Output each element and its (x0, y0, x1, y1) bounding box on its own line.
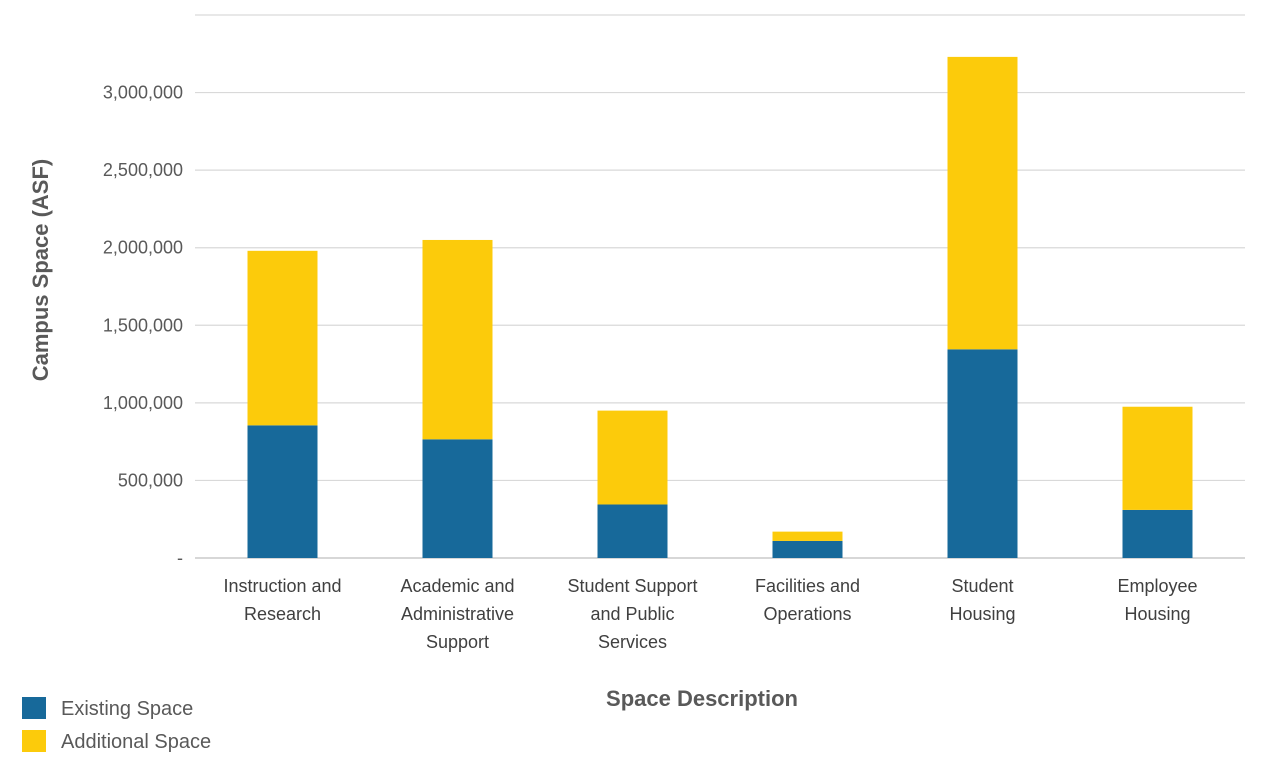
x-axis-title: Space Description (606, 686, 798, 711)
y-tick-label: 2,000,000 (103, 238, 183, 258)
bar-existing-space (772, 540, 843, 558)
y-tick-label: - (177, 548, 183, 568)
legend-label: Existing Space (61, 698, 193, 720)
bar-additional-space (947, 56, 1018, 350)
bar-additional-space (247, 250, 318, 426)
bar-existing-space (1122, 509, 1193, 558)
x-category-label: Housing (949, 604, 1015, 624)
legend: Existing Space Additional Space (22, 697, 211, 753)
x-category-label: Support (426, 632, 489, 652)
x-category-label: Academic and (400, 576, 514, 596)
y-tick-label: 2,500,000 (103, 160, 183, 180)
bar-existing-space (247, 425, 318, 558)
x-category-label: Facilities and (755, 576, 860, 596)
bar-additional-space (772, 531, 843, 541)
x-category-label: and Public (590, 604, 674, 624)
x-category-label: Instruction and (223, 576, 341, 596)
x-category-label: Services (598, 632, 667, 652)
y-axis-title: Campus Space (ASF) (28, 159, 53, 382)
y-tick-label: 500,000 (118, 470, 183, 490)
x-category-label: Student Support (567, 576, 697, 596)
x-axis-categories: Instruction and Research Academic and Admin… (223, 576, 1197, 652)
x-category-label: Student (951, 576, 1013, 596)
bar-additional-space (422, 239, 493, 440)
bar-existing-space (947, 349, 1018, 558)
y-tick-label: 1,000,000 (103, 393, 183, 413)
y-axis-ticks: - 500,000 1,000,000 1,500,000 2,000,000 2,500… (103, 83, 183, 568)
bar-existing-space (597, 504, 668, 558)
x-category-label: Research (244, 604, 321, 624)
legend-label: Additional Space (61, 731, 211, 753)
x-category-label: Housing (1124, 604, 1190, 624)
bar-existing-space (422, 439, 493, 558)
bar-additional-space (1122, 406, 1193, 510)
gridlines (195, 14, 1245, 559)
y-tick-label: 1,500,000 (103, 315, 183, 335)
x-category-label: Employee (1117, 576, 1197, 596)
x-category-label: Operations (763, 604, 851, 624)
legend-swatch (22, 697, 46, 719)
x-category-label: Administrative (401, 604, 514, 624)
y-tick-label: 3,000,000 (103, 83, 183, 103)
legend-swatch (22, 730, 46, 752)
bar-additional-space (597, 410, 668, 505)
bars (247, 56, 1193, 558)
